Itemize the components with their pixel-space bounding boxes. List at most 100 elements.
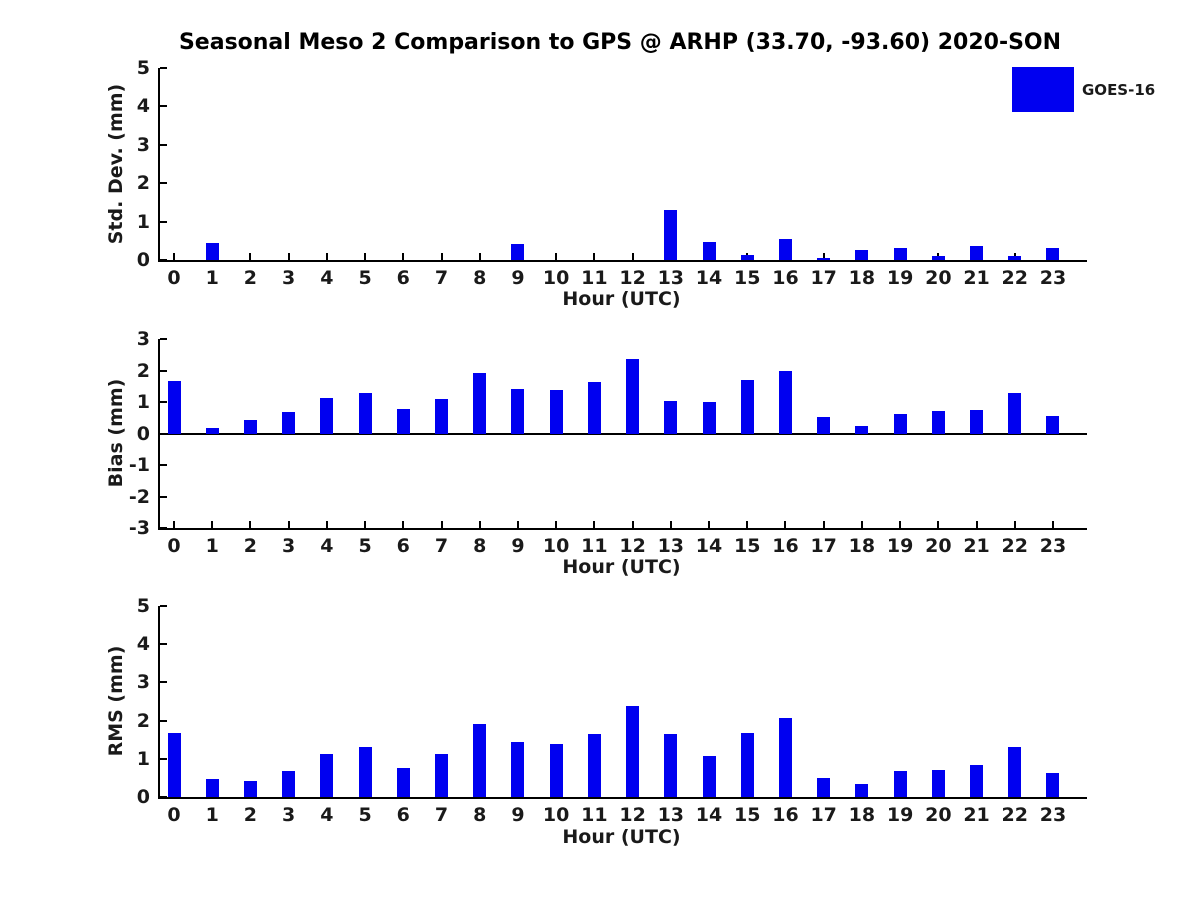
x-tick-label: 15 [734,267,761,289]
bar-hour-7 [435,754,449,797]
y-tick [160,338,167,340]
bar-hour-16 [778,238,792,260]
figure-title: Seasonal Meso 2 Comparison to GPS @ ARHP… [178,30,1062,55]
x-tick-label: 12 [619,804,646,826]
x-tick [478,521,481,528]
y-tick [160,495,167,498]
y-tick [160,527,167,529]
bar-hour-10 [549,390,563,434]
bar-hour-22 [1008,393,1022,434]
x-tick-label: 13 [657,267,685,289]
bar-hour-5 [358,392,372,434]
plot-area-rms: 0 1 2 3 4 5 0 1 2 3 4 5 6 7 8 9 10 11 12 13 14 15 16 17 18 19 20 21… [137,595,1087,825]
bar-hour-6 [396,409,410,434]
bar-hour-16 [778,370,792,434]
bar-hour-0 [167,733,181,797]
x-tick [249,521,252,528]
y-tick-label: -2 [128,485,150,508]
x-axis-label-bias: Hour (UTC) [562,556,681,578]
x-tick-label: 7 [434,804,449,826]
x-tick-label: 9 [511,804,525,826]
x-tick-label: 4 [320,535,334,557]
bar-hour-13 [664,401,678,434]
y-tick-label: 1 [136,747,150,770]
x-tick-label: 15 [734,804,761,826]
y-tick-label: -3 [128,517,150,539]
x-tick-label: 13 [657,535,685,557]
y-tick-label: 2 [136,172,150,195]
y-tick-label: 2 [136,709,150,732]
bar-hour-1 [205,242,219,260]
bar-hour-20 [931,256,945,260]
y-tick [160,105,167,108]
bar-hour-18 [855,425,869,434]
x-tick-label: 1 [205,267,219,289]
y-tick-label: 3 [136,328,150,350]
bar-hour-17 [817,417,831,434]
x-tick-label: 20 [925,535,952,557]
zero-baseline [160,432,1087,435]
y-tick-label: 4 [136,95,150,118]
x-tick-label: 6 [396,267,410,289]
bar-hour-2 [243,780,257,797]
x-tick-label: 22 [1001,267,1028,289]
x-tick [478,253,481,260]
y-tick [160,220,167,223]
y-tick-label: 0 [136,249,150,271]
x-tick-label: 5 [358,267,372,289]
y-tick [160,182,167,185]
bar-hour-13 [664,210,678,260]
x-tick-label: 10 [542,804,570,826]
bar-hour-14 [702,402,716,434]
y-tick-label: 4 [136,633,150,656]
y-tick [160,719,167,722]
y-tick-label: 0 [136,786,150,808]
y-tick-label: 2 [136,359,150,382]
bar-hour-1 [205,428,219,434]
bar-hour-23 [1046,415,1060,434]
bar-hour-19 [893,247,907,260]
x-tick [402,253,405,260]
y-tick [160,681,167,684]
x-tick [173,253,175,260]
bar-hour-0 [167,380,181,434]
x-tick-label: 2 [243,535,258,557]
x-tick-label: 2 [243,267,258,289]
plot-area-std-dev: 0 1 2 3 4 5 0 1 2 3 4 5 6 7 8 9 10 11 12 13 14 15 16 17 18 19 20 21… [137,57,1087,288]
x-tick-label: 5 [358,804,372,826]
bar-hour-4 [320,754,334,797]
x-tick-label: 6 [396,804,410,826]
x-tick [402,521,405,528]
bar-hour-18 [855,249,869,260]
x-tick-label: 3 [282,804,296,826]
bar-hour-16 [778,717,792,797]
bar-hour-19 [893,413,907,434]
bar-hour-20 [931,769,945,797]
x-tick-label: 11 [581,804,608,826]
x-tick-label: 4 [320,267,334,289]
x-tick-label: 17 [810,535,837,557]
bar-hour-9 [511,389,525,434]
x-tick [937,521,940,528]
bar-hour-1 [205,779,219,797]
y-tick-label: 3 [136,671,150,694]
x-axis-label-rms: Hour (UTC) [562,826,681,848]
bar-hour-12 [626,706,640,797]
x-tick-label: 11 [581,535,608,557]
bar-hour-15 [740,255,754,260]
x-tick [325,253,328,260]
x-tick [708,521,711,528]
bar-hour-7 [435,398,449,434]
bar-hour-21 [970,245,984,260]
x-tick-label: 12 [619,267,646,289]
x-tick-label: 21 [963,804,990,826]
x-tick [669,521,672,528]
legend-swatch-goes-16 [1012,67,1074,112]
bar-hour-8 [473,724,487,797]
x-tick [173,521,175,528]
x-tick-label: 20 [925,267,952,289]
y-tick [160,796,167,798]
y-tick [160,67,167,69]
y-tick-label: 1 [136,391,150,413]
y-tick [160,401,167,403]
